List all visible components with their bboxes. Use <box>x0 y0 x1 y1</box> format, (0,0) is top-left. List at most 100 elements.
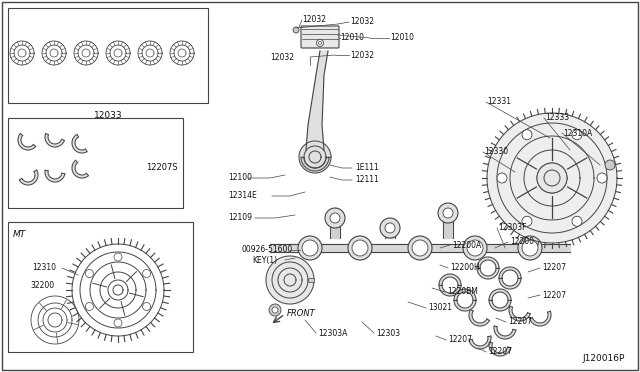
Circle shape <box>114 319 122 327</box>
Text: 12330: 12330 <box>484 148 508 157</box>
Circle shape <box>597 173 607 183</box>
Circle shape <box>544 170 560 186</box>
Polygon shape <box>72 134 87 153</box>
Circle shape <box>463 236 487 260</box>
Polygon shape <box>499 278 521 289</box>
Bar <box>8 222 193 352</box>
Text: 12010: 12010 <box>340 33 364 42</box>
Polygon shape <box>18 134 36 150</box>
Polygon shape <box>45 170 65 182</box>
Polygon shape <box>469 336 491 349</box>
Text: 12200A: 12200A <box>452 241 481 250</box>
Text: 12331: 12331 <box>487 97 511 106</box>
Polygon shape <box>454 300 476 311</box>
Polygon shape <box>306 51 328 150</box>
Circle shape <box>605 160 615 170</box>
Circle shape <box>518 236 542 260</box>
Circle shape <box>85 269 93 278</box>
Circle shape <box>269 304 281 316</box>
Text: 12200H: 12200H <box>450 263 480 273</box>
Polygon shape <box>477 257 499 268</box>
Circle shape <box>317 39 323 46</box>
Text: 12010: 12010 <box>390 33 414 42</box>
Text: 1220BM: 1220BM <box>447 288 478 296</box>
Text: 12111: 12111 <box>355 176 379 185</box>
Polygon shape <box>489 342 511 356</box>
Circle shape <box>497 173 507 183</box>
Text: 12333: 12333 <box>545 113 569 122</box>
Text: 12207S: 12207S <box>147 164 178 173</box>
Polygon shape <box>509 306 531 321</box>
Text: 12100: 12100 <box>228 173 252 183</box>
Circle shape <box>572 216 582 226</box>
Polygon shape <box>299 141 331 173</box>
Polygon shape <box>477 268 499 279</box>
Polygon shape <box>72 160 88 178</box>
Text: 1E111: 1E111 <box>355 163 379 171</box>
Text: 12032: 12032 <box>350 51 374 60</box>
Text: FRONT: FRONT <box>287 308 316 317</box>
Circle shape <box>443 208 453 218</box>
Circle shape <box>319 42 321 45</box>
Text: 13021: 13021 <box>428 304 452 312</box>
Text: 12303: 12303 <box>376 328 400 337</box>
FancyBboxPatch shape <box>301 26 339 48</box>
Circle shape <box>298 236 322 260</box>
Circle shape <box>325 208 345 228</box>
Circle shape <box>348 236 372 260</box>
Circle shape <box>302 240 318 256</box>
Polygon shape <box>469 310 490 326</box>
Text: 12109: 12109 <box>228 214 252 222</box>
Circle shape <box>143 302 150 311</box>
Text: 12207: 12207 <box>448 336 472 344</box>
Text: 00926-51600: 00926-51600 <box>242 246 293 254</box>
Polygon shape <box>530 311 551 326</box>
Circle shape <box>438 203 458 223</box>
Text: 12200: 12200 <box>510 237 534 247</box>
Bar <box>8 118 183 208</box>
Circle shape <box>330 213 340 223</box>
Polygon shape <box>439 274 461 285</box>
Text: 12303F: 12303F <box>498 224 527 232</box>
Bar <box>8 8 208 103</box>
Text: 12032: 12032 <box>302 16 326 25</box>
Circle shape <box>572 130 582 140</box>
Circle shape <box>537 163 567 193</box>
Circle shape <box>408 236 432 260</box>
Polygon shape <box>494 326 516 339</box>
Text: 12310A: 12310A <box>563 128 592 138</box>
Polygon shape <box>385 236 395 238</box>
Circle shape <box>352 240 368 256</box>
Polygon shape <box>489 300 511 311</box>
Text: MT: MT <box>13 230 26 239</box>
Circle shape <box>114 253 122 261</box>
Polygon shape <box>45 134 65 147</box>
Circle shape <box>467 240 483 256</box>
Text: 12207: 12207 <box>508 317 532 327</box>
Text: 12032: 12032 <box>270 52 294 61</box>
Polygon shape <box>439 285 461 296</box>
Polygon shape <box>330 226 340 238</box>
Text: 32200: 32200 <box>30 280 54 289</box>
Text: 12314E: 12314E <box>228 192 257 201</box>
Circle shape <box>522 240 538 256</box>
Polygon shape <box>454 289 476 300</box>
Polygon shape <box>266 256 314 304</box>
Circle shape <box>293 27 299 33</box>
Text: 12032: 12032 <box>350 17 374 26</box>
Text: 12033: 12033 <box>93 111 122 120</box>
Bar <box>308 278 314 282</box>
Circle shape <box>412 240 428 256</box>
Text: 12207: 12207 <box>542 263 566 273</box>
Polygon shape <box>499 267 521 278</box>
Circle shape <box>85 302 93 311</box>
Text: 12310: 12310 <box>32 263 56 273</box>
Text: 12303A: 12303A <box>318 328 348 337</box>
Circle shape <box>143 269 150 278</box>
Text: 12207: 12207 <box>542 291 566 299</box>
Circle shape <box>380 218 400 238</box>
Polygon shape <box>301 157 329 171</box>
Text: KEY(1): KEY(1) <box>252 256 277 264</box>
Text: J120016P: J120016P <box>582 354 625 363</box>
Circle shape <box>522 130 532 140</box>
